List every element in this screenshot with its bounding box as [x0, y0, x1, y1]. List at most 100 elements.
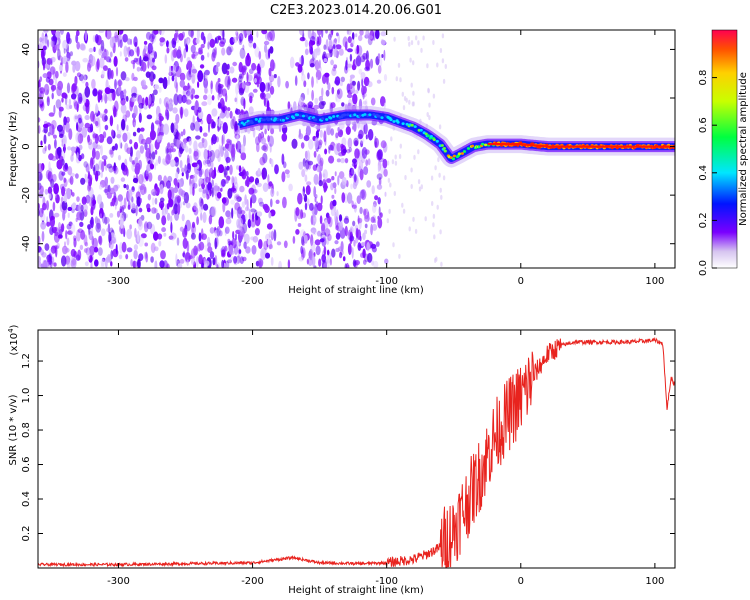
noise-blob — [131, 92, 138, 99]
noise-blob — [80, 73, 87, 84]
noise-blob — [104, 87, 111, 95]
noise-blob — [126, 168, 129, 177]
noise-blob — [321, 254, 327, 263]
noise-blob — [371, 223, 378, 231]
noise-blob — [55, 99, 62, 109]
noise-blob — [159, 30, 162, 35]
noise-blob — [94, 163, 100, 173]
noise-blob — [389, 182, 392, 188]
noise-blob — [50, 245, 57, 254]
noise-blob — [133, 122, 136, 127]
noise-blob — [145, 252, 149, 263]
noise-blob — [204, 86, 208, 94]
noise-blob — [110, 176, 115, 184]
noise-blob — [211, 108, 218, 117]
noise-blob — [139, 198, 142, 203]
noise-blob — [381, 54, 384, 58]
noise-blob — [383, 74, 388, 82]
noise-blob — [258, 258, 264, 267]
noise-blob — [159, 97, 162, 105]
noise-blob — [179, 53, 183, 63]
noise-blob — [73, 237, 77, 248]
noise-blob — [412, 60, 415, 66]
noise-blob — [133, 36, 138, 47]
noise-blob — [217, 126, 220, 132]
noise-blob — [245, 246, 251, 254]
noise-blob — [172, 208, 175, 214]
noise-blob — [76, 103, 79, 113]
noise-blob — [240, 152, 247, 161]
noise-blob — [234, 181, 239, 191]
noise-blob — [192, 115, 195, 127]
noise-blob — [353, 239, 356, 247]
noise-blob — [436, 62, 439, 68]
noise-blob — [344, 158, 349, 164]
noise-blob — [256, 182, 262, 188]
noise-blob — [323, 245, 327, 256]
spectrogram-x-ticks: -300 -200 -100 0 100 — [107, 30, 664, 287]
noise-blob — [165, 154, 171, 165]
noise-blob — [361, 147, 368, 159]
noise-blob — [216, 264, 219, 268]
noise-blob — [98, 48, 102, 56]
noise-blob — [364, 66, 371, 72]
noise-blob — [297, 223, 302, 227]
noise-blob — [236, 240, 240, 247]
noise-blob — [219, 103, 223, 109]
colorbar-label: Normalized spectral amplitude — [738, 72, 749, 226]
noise-blob — [183, 250, 186, 259]
noise-blob — [227, 214, 232, 219]
noise-blob — [140, 127, 145, 132]
noise-blob — [217, 152, 221, 163]
noise-blob — [236, 134, 239, 142]
noise-blob — [209, 251, 215, 260]
noise-blob — [61, 186, 66, 197]
noise-blob — [244, 213, 248, 221]
noise-blob — [42, 60, 46, 71]
noise-blob — [151, 151, 156, 160]
noise-blob — [55, 194, 60, 204]
noise-blob — [62, 39, 68, 51]
noise-blob — [129, 146, 133, 158]
noise-blob — [213, 182, 219, 193]
noise-blob — [439, 48, 443, 53]
noise-blob — [304, 174, 308, 182]
noise-blob — [321, 30, 324, 38]
noise-blob — [41, 230, 45, 242]
noise-blob — [168, 235, 174, 240]
noise-blob — [264, 205, 270, 213]
noise-blob — [145, 137, 152, 145]
noise-blob — [390, 136, 393, 142]
x-tick-label: 0 — [518, 576, 524, 587]
noise-blob — [281, 153, 285, 165]
y-tick-label: 1.2 — [21, 353, 32, 369]
noise-blob — [66, 237, 70, 246]
noise-blob — [378, 157, 385, 163]
noise-blob — [303, 135, 310, 142]
noise-blob — [63, 192, 68, 203]
noise-blob — [80, 229, 85, 240]
noise-blob — [95, 150, 100, 160]
noise-blob — [347, 36, 352, 44]
noise-blob — [69, 175, 74, 185]
noise-blob — [409, 57, 412, 63]
noise-blob — [92, 237, 98, 249]
noise-blob — [198, 168, 203, 178]
noise-blob — [63, 178, 68, 188]
noise-blob — [263, 40, 270, 46]
noise-blob — [331, 176, 335, 181]
track-point — [358, 114, 362, 118]
noise-blob — [138, 235, 144, 247]
noise-blob — [199, 202, 204, 213]
noise-blob — [179, 72, 186, 81]
noise-blob — [197, 106, 202, 113]
noise-blob — [41, 207, 44, 214]
noise-blob — [234, 193, 240, 202]
noise-blob — [318, 179, 323, 187]
noise-blob — [202, 138, 208, 149]
noise-blob — [242, 222, 248, 234]
noise-blob — [370, 216, 375, 223]
noise-blob — [238, 165, 242, 173]
noise-blob — [221, 197, 227, 204]
noise-blob — [259, 156, 266, 166]
